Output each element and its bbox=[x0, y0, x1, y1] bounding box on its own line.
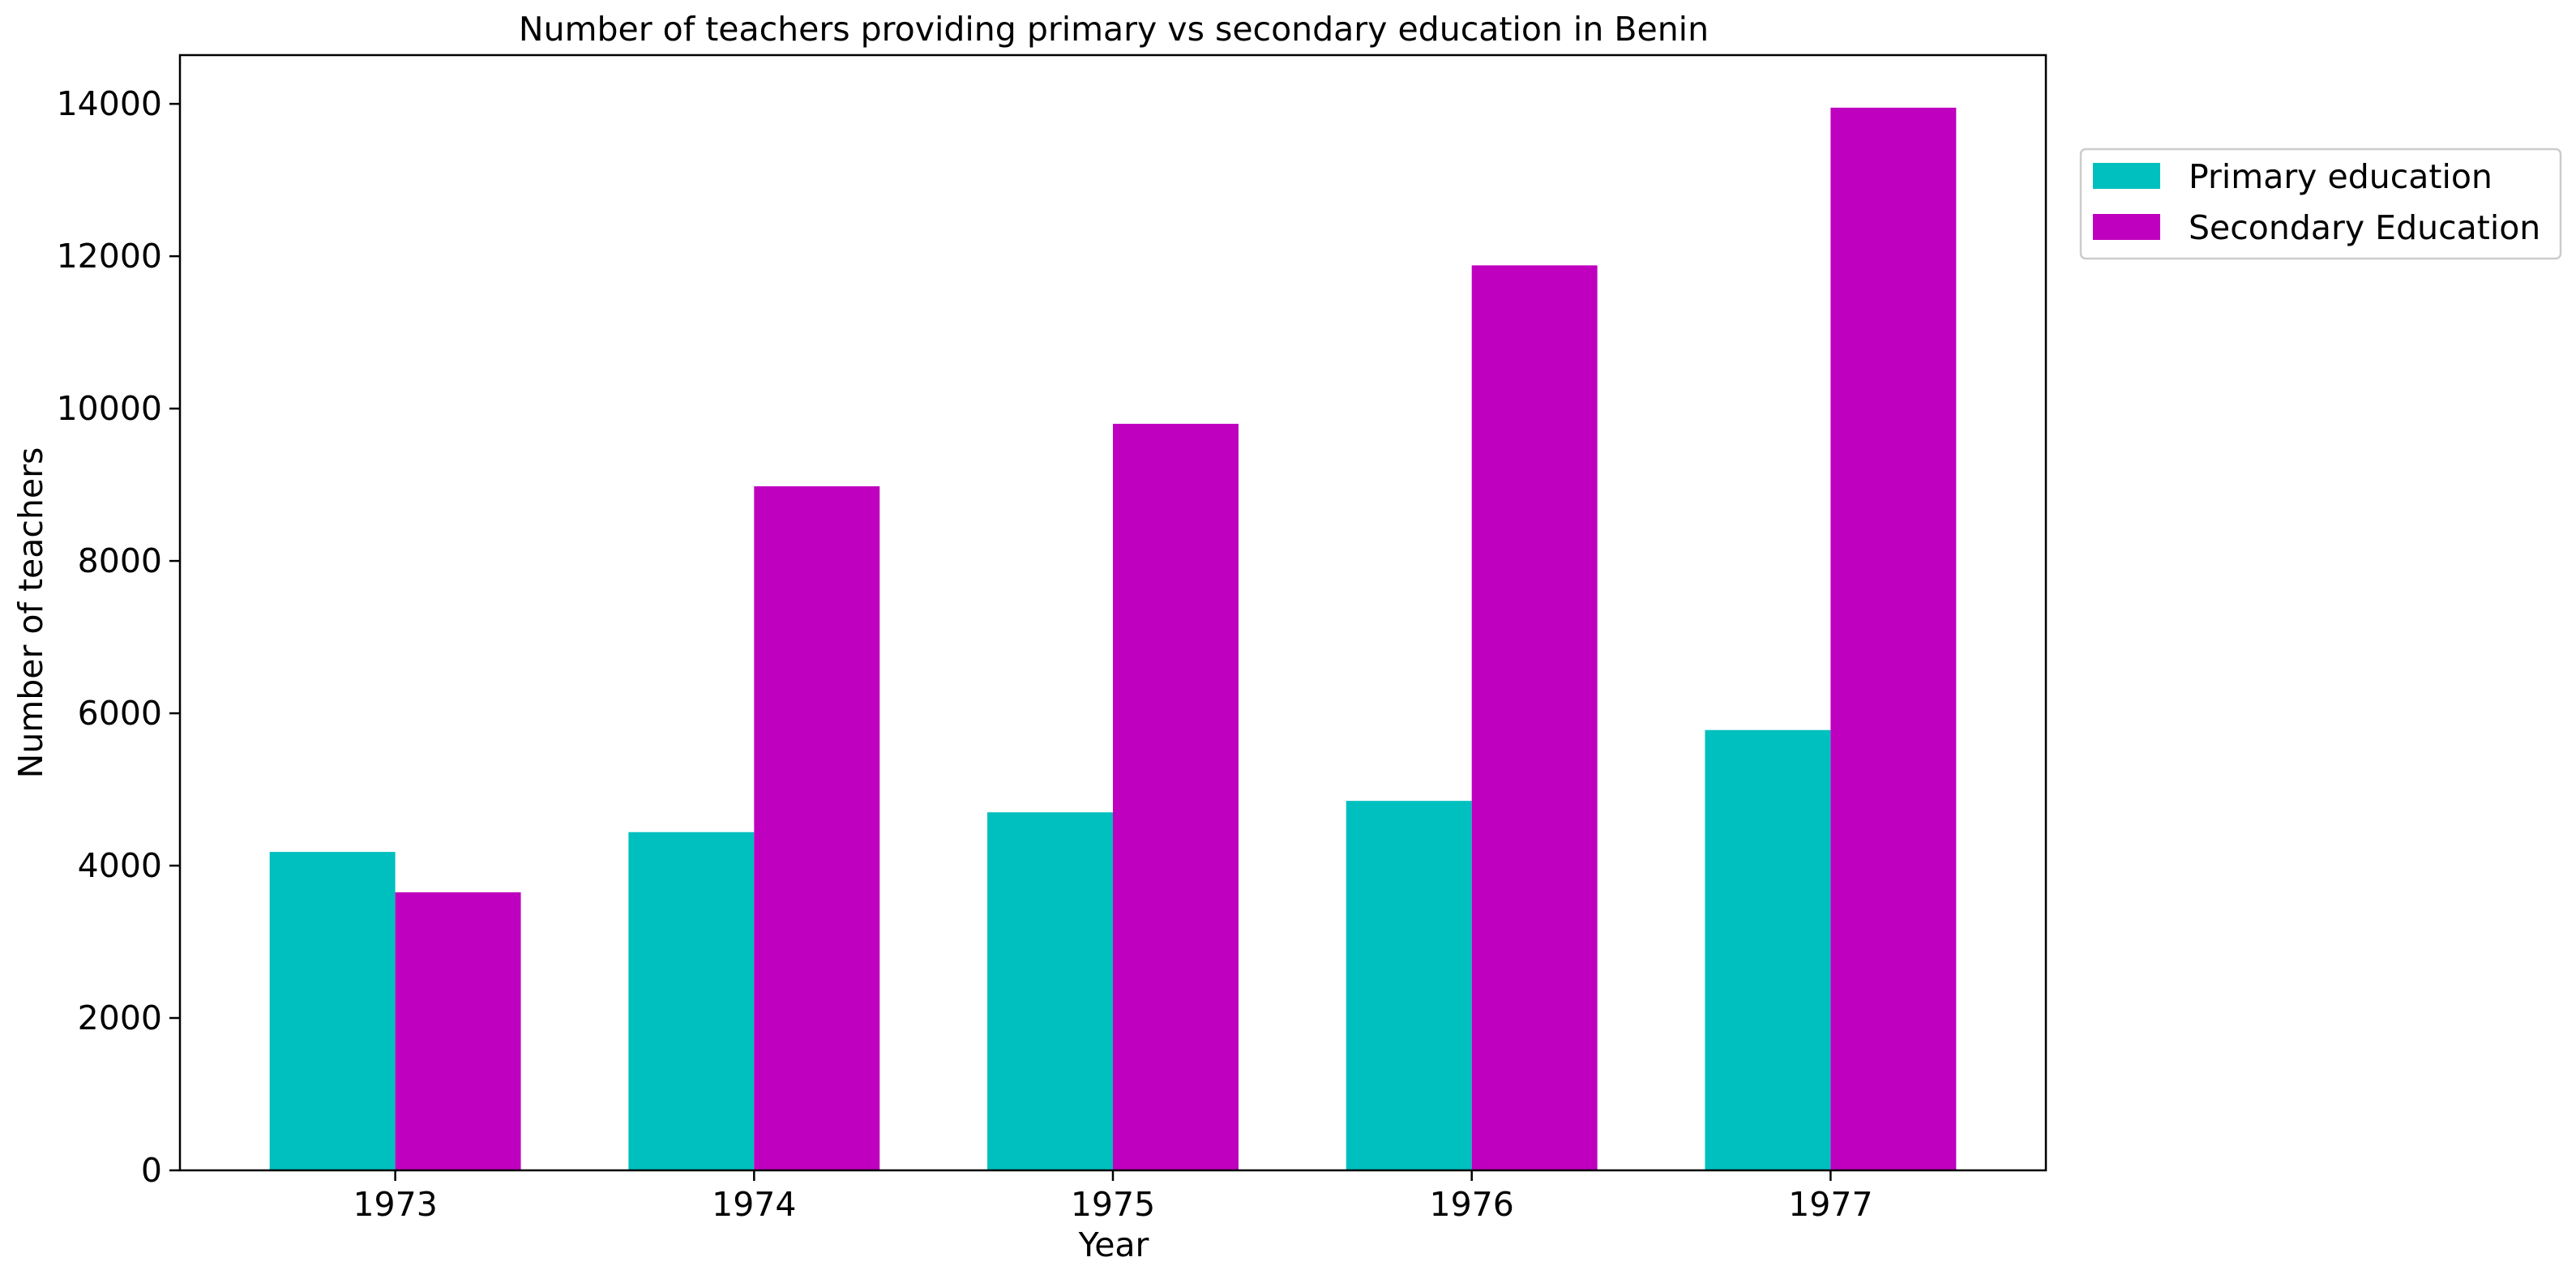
x-axis-label: Year bbox=[1078, 1225, 1149, 1264]
legend: Primary education Secondary Education bbox=[2079, 148, 2562, 260]
plot-frame bbox=[178, 53, 2048, 1172]
y-tick-label: 2000 bbox=[78, 999, 162, 1037]
legend-swatch-primary bbox=[2093, 163, 2160, 189]
x-tick-label: 1973 bbox=[353, 1185, 437, 1224]
bar-secondary-1975 bbox=[1113, 423, 1239, 1170]
bar-secondary-1973 bbox=[395, 892, 521, 1170]
bar-primary-1975 bbox=[987, 812, 1113, 1170]
bar-secondary-1974 bbox=[754, 485, 880, 1170]
chart-title: Number of teachers providing primary vs … bbox=[519, 10, 1709, 49]
x-tick-label: 1977 bbox=[1788, 1185, 1872, 1224]
y-tick-label: 14000 bbox=[57, 84, 162, 123]
legend-swatch-secondary bbox=[2093, 214, 2160, 240]
legend-box bbox=[2079, 148, 2562, 260]
y-axis-label: Number of teachers bbox=[11, 447, 50, 779]
y-tick-label: 4000 bbox=[78, 846, 162, 885]
legend-label-secondary: Secondary Education bbox=[2189, 208, 2540, 247]
bar-secondary-1976 bbox=[1471, 265, 1598, 1170]
legend-label-primary: Primary education bbox=[2189, 157, 2493, 196]
y-tick-label: 8000 bbox=[78, 541, 162, 580]
x-tick-label: 1975 bbox=[1071, 1185, 1155, 1224]
y-tick-label: 10000 bbox=[57, 389, 162, 428]
y-tick-label: 12000 bbox=[57, 237, 162, 276]
y-tick-label: 6000 bbox=[78, 694, 162, 733]
y-axis-ticks: 0 2000 4000 6000 8000 10000 12000 14000 bbox=[57, 84, 180, 1190]
bar-primary-1973 bbox=[269, 852, 396, 1170]
legend-items: Primary education Secondary Education bbox=[2093, 157, 2540, 247]
bar-primary-1974 bbox=[628, 832, 755, 1170]
x-tick-label: 1976 bbox=[1430, 1185, 1514, 1224]
bar-secondary-1977 bbox=[1830, 107, 1957, 1171]
bar-primary-1976 bbox=[1346, 801, 1472, 1170]
x-tick-label: 1974 bbox=[712, 1185, 796, 1224]
x-axis-ticks: 1973 1974 1975 1976 1977 bbox=[353, 1170, 1873, 1224]
bars-layer bbox=[269, 107, 1957, 1171]
y-tick-label: 0 bbox=[141, 1151, 162, 1190]
bar-primary-1977 bbox=[1705, 729, 1831, 1170]
